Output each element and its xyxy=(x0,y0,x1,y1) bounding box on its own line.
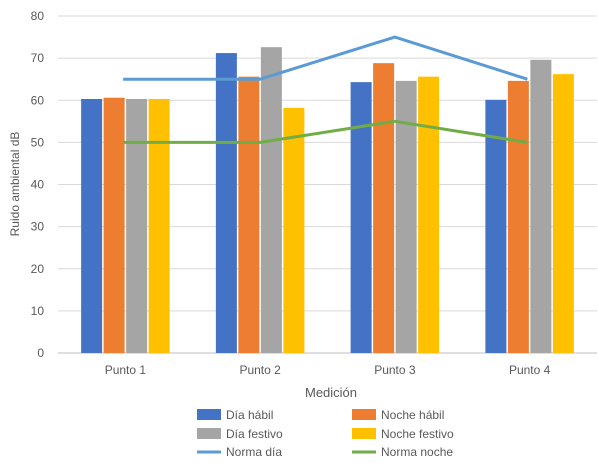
legend-label: Noche festivo xyxy=(381,427,454,441)
y-tick-label: 20 xyxy=(31,262,45,276)
bar xyxy=(283,107,305,354)
bar xyxy=(215,53,237,353)
bar xyxy=(103,97,125,353)
y-tick-label: 60 xyxy=(31,93,45,107)
bar xyxy=(148,98,170,353)
bar xyxy=(507,80,529,353)
y-axis-title: Ruido ambiental dB xyxy=(8,132,22,237)
legend-swatch xyxy=(197,428,221,439)
bar xyxy=(373,63,395,354)
legend-label: Día festivo xyxy=(226,427,283,441)
legend-label: Norma noche xyxy=(381,445,453,459)
legend-label: Día hábil xyxy=(226,408,273,422)
x-tick-label: Punto 3 xyxy=(374,363,416,377)
bar xyxy=(395,80,417,353)
axis-layer: 0 10 20 30 40 50 60 70 80 Punto 1 Punto 2 Punto 3 Pu… xyxy=(31,9,551,377)
bar xyxy=(485,99,507,353)
bar xyxy=(260,47,282,354)
bar xyxy=(530,59,552,354)
series-line xyxy=(123,119,528,144)
lines-layer xyxy=(123,35,528,144)
bar xyxy=(418,76,440,353)
y-tick-label: 70 xyxy=(31,51,45,65)
series-line xyxy=(123,35,528,81)
bar xyxy=(81,98,103,353)
legend-label: Norma día xyxy=(226,445,282,459)
x-tick-label: Punto 2 xyxy=(239,363,281,377)
y-tick-label: 50 xyxy=(31,135,45,149)
y-tick-label: 80 xyxy=(31,9,45,23)
bar xyxy=(238,76,260,353)
y-tick-label: 30 xyxy=(31,220,45,234)
bars-layer xyxy=(81,47,574,354)
y-tick-label: 10 xyxy=(31,304,45,318)
x-axis-title: Medición xyxy=(305,385,357,400)
bar xyxy=(350,82,372,353)
legend-swatch xyxy=(352,428,376,439)
bar xyxy=(552,74,574,353)
legend-label: Noche hábil xyxy=(381,408,444,422)
x-tick-label: Punto 1 xyxy=(105,363,147,377)
x-tick-label: Punto 4 xyxy=(509,363,551,377)
y-tick-label: 40 xyxy=(31,178,45,192)
legend: Día hábil Noche hábil Día festivo Noche fes… xyxy=(197,408,454,459)
legend-swatch xyxy=(197,409,221,420)
bar xyxy=(126,98,148,353)
y-tick-label: 0 xyxy=(37,346,44,360)
legend-swatch xyxy=(352,409,376,420)
